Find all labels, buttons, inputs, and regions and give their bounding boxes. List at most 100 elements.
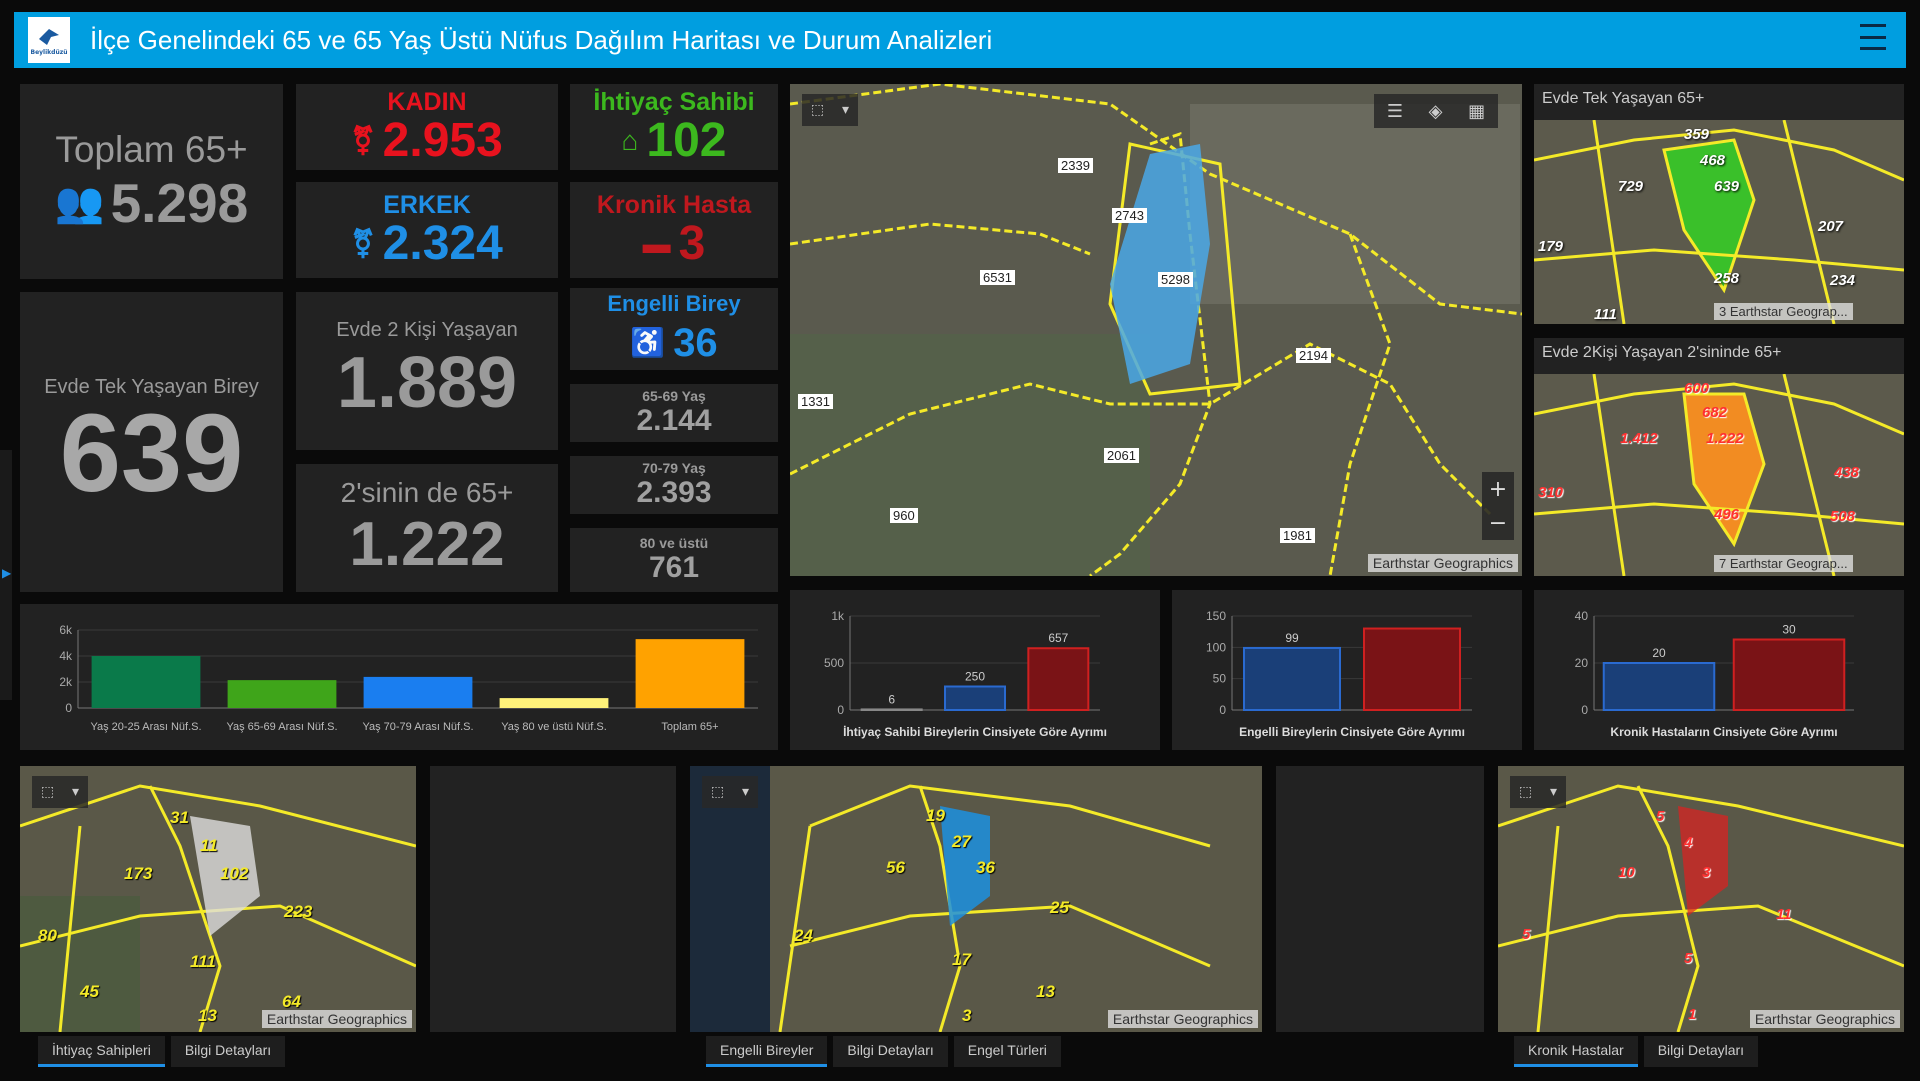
bar — [91, 656, 201, 708]
map-label: 56 — [886, 858, 905, 877]
map-select-tool[interactable]: ⬚ ▾ — [1510, 776, 1566, 808]
page-title: İlçe Genelindeki 65 ve 65 Yaş Üstü Nüfus… — [90, 24, 993, 55]
chevron-down-icon: ▾ — [742, 784, 750, 800]
erkek-card: ERKEK ⚧ 2.324 — [296, 182, 558, 278]
engelli-card: Engelli Birey ♿ 36 — [570, 288, 778, 370]
map-label: 11 — [200, 836, 218, 855]
map-label: 6531 — [980, 270, 1015, 285]
y-tick-label: 100 — [1206, 640, 1226, 654]
map-label: 111 — [1594, 306, 1617, 323]
map-label: 4 — [1684, 834, 1693, 851]
chart-title: Engelli Bireylerin Cinsiyete Göre Ayrımı — [1239, 725, 1465, 739]
side-panel-toggle[interactable]: ▶ — [0, 450, 12, 700]
map-satellite-bg — [20, 766, 416, 1032]
kadin-value: 2.953 — [382, 114, 503, 167]
header-bar: Beylikdüzü İlçe Genelindeki 65 ve 65 Yaş… — [14, 12, 1906, 68]
map-select-tool[interactable]: ⬚ ▾ — [802, 94, 858, 126]
engelli-gender-chart: 0 50 100 150 99 Engelli Bireylerin Cinsiyete … — [1172, 590, 1522, 750]
total-65-card: Toplam 65+ 👥 5.298 — [20, 84, 283, 279]
y-tick-label: 0 — [1219, 703, 1226, 717]
map-label: 173 — [124, 864, 153, 883]
age1-label: 65-69 Yaş — [642, 388, 706, 404]
map-label: 3 — [1719, 304, 1727, 319]
map-label: 359 — [1684, 126, 1710, 143]
bottom-map-kronik[interactable]: ⬚ ▾ 5 4 10 3 11 5 5 1 Earthstar Geographi… — [1498, 766, 1904, 1032]
bottom-map-ihtiyac[interactable]: ⬚ ▾ 31 11 173 102 223 80 111 45 13 64 Ear… — [20, 766, 416, 1032]
tab-engelli-bireyler[interactable]: Engelli Bireyler — [706, 1036, 828, 1067]
tab-bilgi-detaylari[interactable]: Bilgi Detayları — [170, 1036, 286, 1067]
bar — [363, 676, 473, 708]
chart-svg: 0 500 1k 6 250 657 İhtiyaç Sahibi Bireylerin C… — [824, 609, 1107, 739]
chart-title: İhtiyaç Sahibi Bireylerin Cinsiyete Göre… — [843, 724, 1107, 739]
map-label: 5298 — [1158, 272, 1193, 287]
zoom-in-icon[interactable]: + — [1488, 476, 1508, 502]
map-satellite-bg — [1534, 374, 1904, 576]
y-tick-label: 1k — [831, 609, 845, 623]
tab-ihtiyac-sahipleri[interactable]: İhtiyaç Sahipleri — [38, 1036, 165, 1067]
wheelchair-icon: ♿ — [630, 327, 666, 358]
map-label: 438 — [1834, 464, 1860, 481]
tabs-engelli: Engelli Bireyler Bilgi Detayları Engel T… — [706, 1036, 1061, 1067]
map-attribution: Earthstar Geographics — [1367, 554, 1518, 572]
map-toolbar: ☰ ◈ ▦ — [1374, 94, 1498, 128]
map-label: 1.222 — [1706, 430, 1744, 447]
tab-engel-turleri[interactable]: Engel Türleri — [953, 1036, 1061, 1067]
map-label: 13 — [1036, 982, 1055, 1001]
age1-value: 2.144 — [636, 404, 712, 437]
map-label: 468 — [1700, 152, 1726, 169]
map-satellite-bg — [790, 84, 1522, 576]
tab-kronik-hastalar[interactable]: Kronik Hastalar — [1514, 1036, 1638, 1067]
tabs-kronik: Kronik Hastalar Bilgi Detayları — [1514, 1036, 1759, 1067]
age2-value: 2.393 — [636, 476, 712, 509]
tab-bilgi-detaylari[interactable]: Bilgi Detayları — [833, 1036, 948, 1067]
y-tick-label: 50 — [1213, 672, 1227, 686]
bottom-map-engelli[interactable]: ⬚ ▾ 19 27 56 36 25 24 17 13 3 Earthstar G… — [690, 766, 1262, 1032]
layers-icon[interactable]: ◈ — [1428, 100, 1443, 122]
side-map-two[interactable]: 600 682 1.412 1.222 438 310 496 508 7 Ea… — [1534, 374, 1904, 576]
y-tick-label: 0 — [837, 703, 844, 717]
map-label: 508 — [1830, 508, 1856, 525]
map-label: 223 — [284, 902, 313, 921]
map-label: 2743 — [1112, 208, 1147, 223]
map-label: 3 — [1702, 864, 1711, 881]
gender-female-icon: ⚧ — [351, 125, 375, 156]
chevron-down-icon: ▾ — [842, 102, 850, 118]
ihtiyac-value: 102 — [646, 114, 727, 167]
map-label: 45 — [80, 982, 99, 1001]
map-satellite-bg — [1498, 766, 1904, 1032]
age-65-69-card: 65-69 Yaş 2.144 — [570, 384, 778, 442]
side-map-single[interactable]: 359 468 729 639 207 179 258 234 111 3 Ea… — [1534, 120, 1904, 324]
map-label: 27 — [952, 832, 971, 851]
y-tick-label: 0 — [65, 701, 72, 715]
map-label: 3 — [962, 1006, 972, 1025]
chart-svg: 0 2k 4k 6k Yaş 20-25 Arası Nüf.S. Yaş 65-69 A… — [59, 623, 758, 733]
x-tick-label: Yaş 70-79 Arası Nüf.S. — [362, 721, 473, 733]
basemap-icon[interactable]: ▦ — [1468, 100, 1486, 122]
map-label: 25 — [1050, 898, 1069, 917]
bar — [860, 708, 923, 711]
map-label: 960 — [890, 508, 918, 523]
bar — [1363, 627, 1461, 711]
chart-title: Kronik Hastaların Cinsiyete Göre Ayrımı — [1610, 725, 1837, 739]
age3-label: 80 ve üstü — [639, 535, 709, 551]
zoom-out-icon[interactable]: − — [1488, 510, 1508, 536]
map-attribution: Earthstar Geographics — [1107, 1010, 1258, 1028]
bar — [1027, 647, 1090, 711]
map-label: 258 — [1714, 270, 1740, 287]
main-map[interactable]: ⬚ ▾ ☰ ◈ ▦ 2339 2743 6531 5298 2194 1331 206… — [790, 84, 1522, 576]
hamburger-menu-icon[interactable] — [1860, 24, 1886, 50]
legend-icon[interactable]: ☰ — [1386, 100, 1403, 122]
ihtiyac-gender-chart: 0 500 1k 6 250 657 İhtiyaç Sahibi Bireylerin C… — [790, 590, 1160, 750]
tab-bilgi-detaylari[interactable]: Bilgi Detayları — [1643, 1036, 1759, 1067]
map-label: 1331 — [798, 394, 833, 409]
x-tick-label: Yaş 80 ve üstü Nüf.S. — [501, 721, 607, 733]
single-label: Evde Tek Yaşayan Birey — [44, 375, 259, 398]
engelli-value: 36 — [673, 321, 718, 365]
map-select-tool[interactable]: ⬚ ▾ — [702, 776, 758, 808]
map-label: 80 — [38, 926, 57, 945]
y-tick-label: 0 — [1581, 703, 1588, 717]
map-label: 2194 — [1296, 348, 1331, 363]
map-select-tool[interactable]: ⬚ ▾ — [32, 776, 88, 808]
x-tick-label: Yaş 65-69 Arası Nüf.S. — [226, 721, 337, 733]
empty-panel — [1276, 766, 1484, 1032]
